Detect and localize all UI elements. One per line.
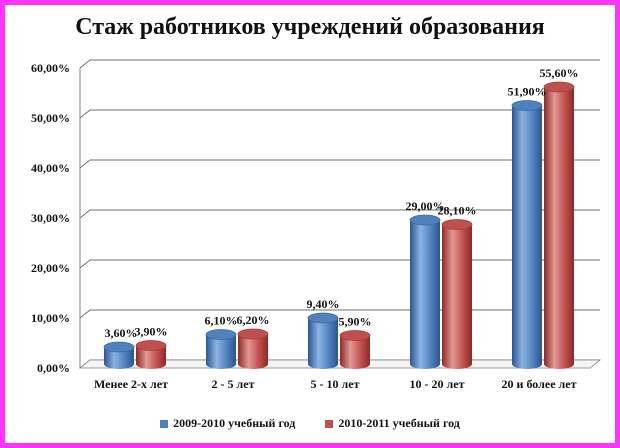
bar-top bbox=[237, 328, 269, 340]
legend-swatch-series-1 bbox=[160, 419, 169, 428]
y-tick-label: 20,00% bbox=[31, 261, 70, 275]
bar-top bbox=[103, 341, 135, 353]
chart-legend: 2009-2010 учебный год 2010-2011 учебный … bbox=[0, 416, 620, 431]
gridline bbox=[79, 209, 600, 219]
y-tick-label: 30,00% bbox=[31, 211, 70, 225]
legend-label-series-2: 2010-2011 учебный год bbox=[338, 416, 460, 430]
bar-body bbox=[544, 87, 574, 369]
data-label: 28,10% bbox=[438, 204, 477, 218]
bar-body bbox=[410, 220, 440, 369]
bar-series-2 bbox=[237, 328, 269, 369]
bar-top bbox=[409, 214, 441, 226]
bar-top bbox=[543, 81, 575, 93]
bar-body bbox=[512, 105, 542, 369]
bar-top bbox=[135, 340, 167, 351]
data-label: 3,60% bbox=[105, 326, 138, 340]
legend-item-series-1: 2009-2010 учебный год bbox=[160, 416, 295, 431]
bar-body bbox=[206, 334, 236, 369]
chart-title: Стаж работников учреждений образования bbox=[75, 14, 545, 40]
data-label: 29,00% bbox=[406, 199, 445, 213]
bar-series-2 bbox=[543, 81, 575, 369]
x-tick-label: 20 и более лет bbox=[502, 377, 577, 391]
data-label: 3,90% bbox=[135, 325, 168, 339]
data-label: 6,10% bbox=[205, 314, 238, 328]
bar-body bbox=[442, 224, 472, 369]
legend-item-series-2: 2010-2011 учебный год bbox=[325, 416, 460, 431]
bar-series-2 bbox=[441, 219, 473, 369]
x-tick-label: 2 - 5 лет bbox=[212, 377, 255, 391]
bar-series-1 bbox=[409, 214, 441, 369]
data-label: 9,40% bbox=[307, 297, 340, 311]
bar-body bbox=[136, 345, 166, 369]
x-tick-label: 10 - 20 лет bbox=[410, 377, 465, 391]
bar-series-2 bbox=[135, 340, 167, 369]
bar-top bbox=[339, 330, 371, 341]
data-label: 5,90% bbox=[339, 315, 372, 329]
y-tick-label: 10,00% bbox=[31, 311, 70, 325]
legend-swatch-series-2 bbox=[325, 419, 334, 428]
gridline bbox=[79, 109, 600, 119]
x-tick-label: Менее 2-х лет bbox=[94, 377, 168, 391]
data-label: 6,20% bbox=[237, 313, 270, 327]
bar-top bbox=[205, 329, 237, 340]
bar-body bbox=[238, 334, 268, 369]
bar-body bbox=[340, 335, 370, 369]
y-tick-label: 0,00% bbox=[37, 361, 70, 375]
legend-label-series-1: 2009-2010 учебный год bbox=[173, 416, 296, 430]
gridline bbox=[79, 59, 600, 69]
bar-series-2 bbox=[339, 330, 371, 369]
bar-top bbox=[441, 219, 473, 230]
y-tick-label: 60,00% bbox=[31, 61, 70, 75]
data-label: 51,90% bbox=[508, 85, 547, 99]
bar-top bbox=[511, 100, 543, 111]
gridline bbox=[79, 159, 600, 169]
bar-top bbox=[307, 312, 339, 324]
y-tick-label: 40,00% bbox=[31, 161, 70, 175]
bar-series-1 bbox=[103, 341, 135, 369]
bar-series-1 bbox=[307, 312, 339, 369]
data-label: 55,60% bbox=[540, 66, 579, 80]
bar-series-1 bbox=[511, 100, 543, 369]
y-tick-label: 50,00% bbox=[31, 111, 70, 125]
bar-body bbox=[104, 347, 134, 369]
bar-series-1 bbox=[205, 329, 237, 369]
x-tick-label: 5 - 10 лет bbox=[311, 377, 360, 391]
bar-body bbox=[308, 318, 338, 369]
